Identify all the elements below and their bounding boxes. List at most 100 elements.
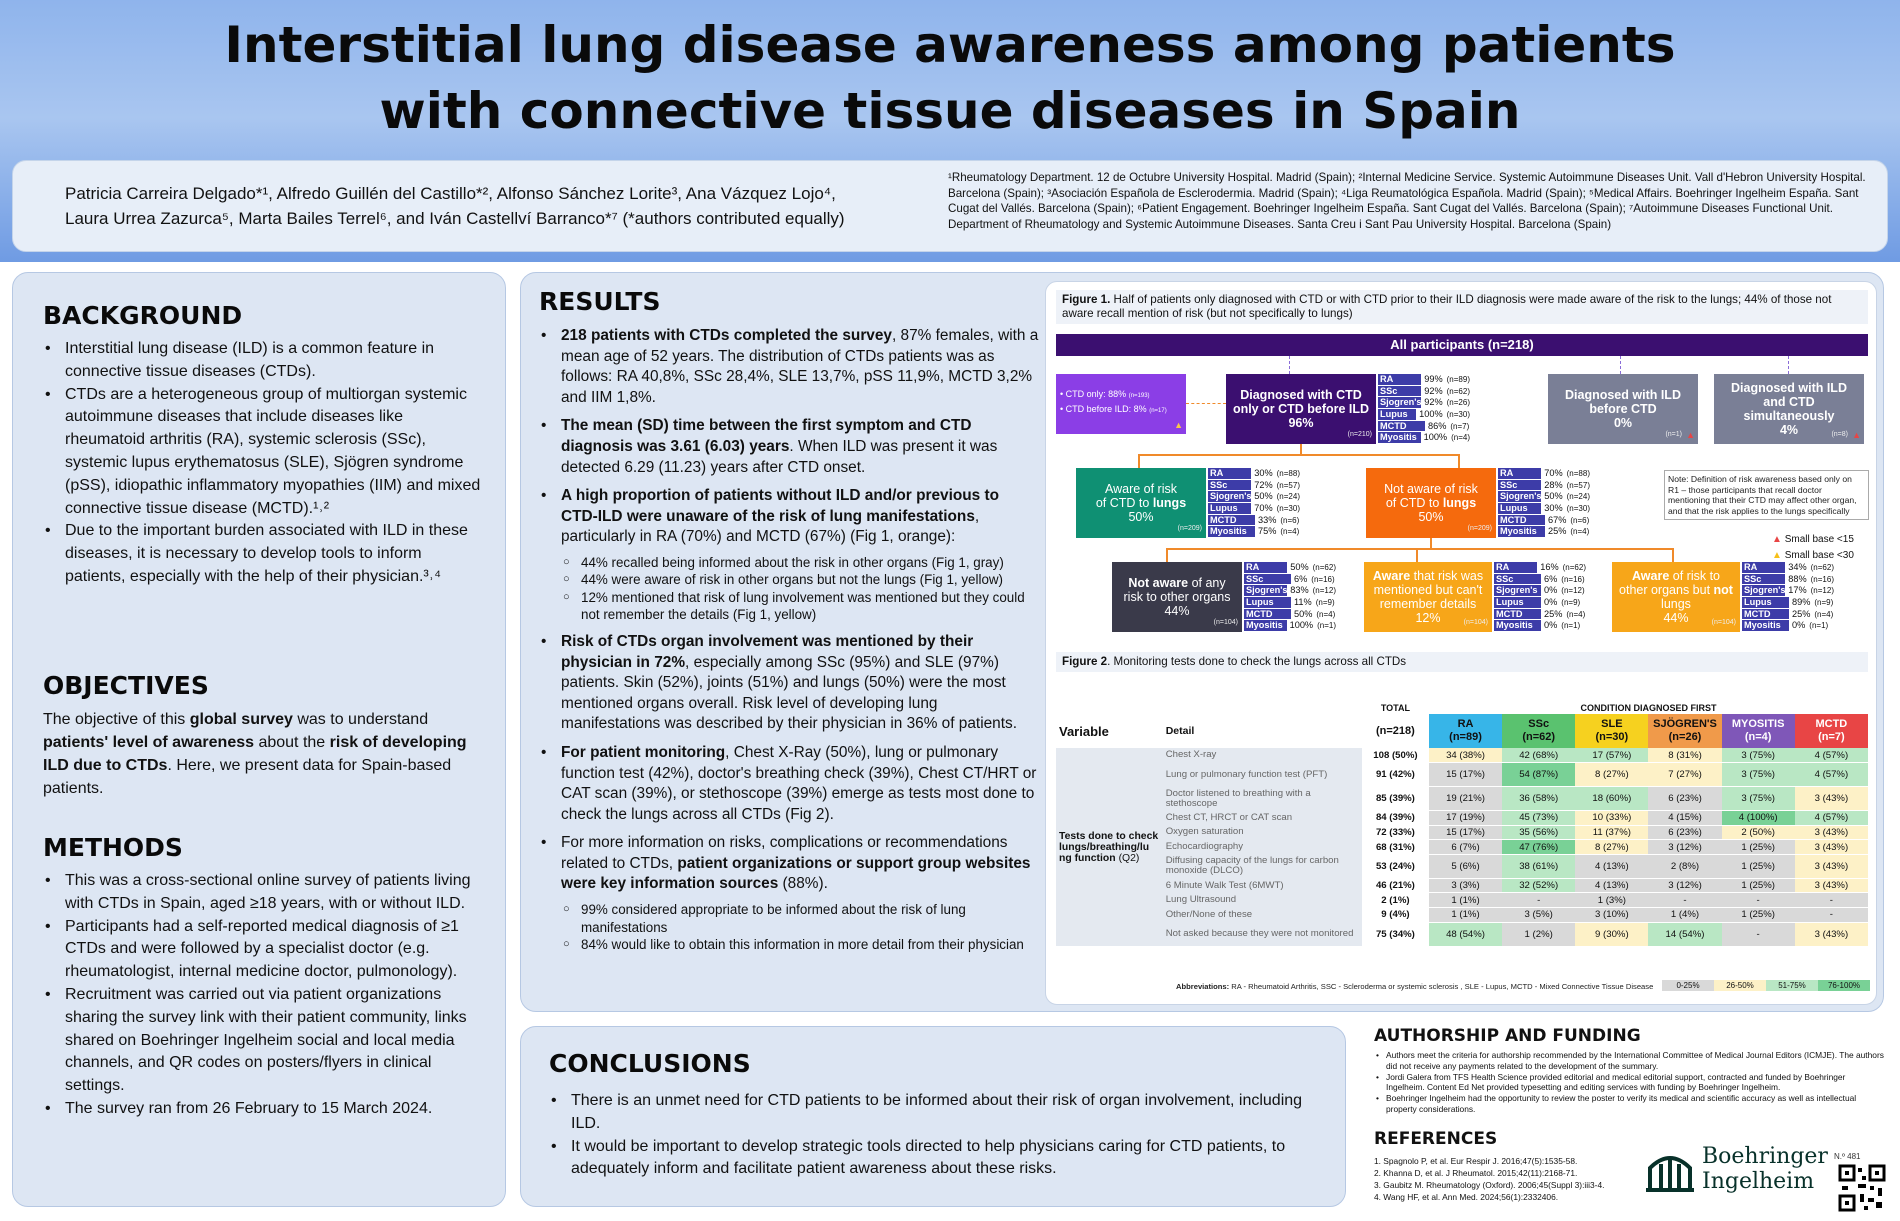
stat-pct: 86% [1428,420,1447,431]
connector [1166,548,1168,562]
r2-rest: . When ILD was present it was detected 6… [561,437,998,476]
aware-pct: 50% [1128,510,1154,524]
warning-icon: ▲ [1852,430,1861,440]
stat-label: Sjogren's [1742,585,1786,598]
value-cell: - [1502,892,1576,909]
stat-value: 99% (n=89) [1421,374,1470,386]
legend-26-50: 26-50% [1714,980,1766,991]
stat-n: (n=4) [1814,609,1834,619]
aware-lungs-box: Aware of risk of CTD to lungs 50% (n=209… [1076,468,1206,538]
stat-label: RA [1208,468,1252,480]
connector [1138,454,1140,468]
stat-pct: 92% [1424,397,1443,408]
value-cell: - [1721,922,1795,947]
stat-row: Sjogren's 0% (n=12) [1494,585,1586,598]
stat-pct: 6% [1544,573,1558,584]
dx-ctd-n: (n=210) [1347,431,1372,438]
condition-col-header: SLE (n=30) [1575,714,1649,748]
r3-bold: A high proportion of patients without IL… [561,487,1000,525]
stat-pct: 34% [1788,562,1807,572]
list-item: Boehringer Ingelheim had the opportunity… [1374,1093,1884,1115]
list-item: It would be important to develop strateg… [549,1136,1329,1182]
stat-n: (n=4) [1570,527,1590,537]
legend-yellow-label: Small base <30 [1784,550,1854,561]
stat-pct: 99% [1424,374,1443,384]
list-item: 84% would like to obtain this informatio… [561,936,1039,954]
condition-name: MYOSITIS [1731,718,1785,730]
shading-legend: 0-25% 26-50% 51-75% 76-100% [1662,980,1870,991]
dx-ctd-l1: Diagnosed with CTD [1240,388,1362,402]
risk-note: Note: Definition of risk awareness based… [1664,470,1869,520]
variable-question: (Q2) [1118,852,1140,864]
stat-row: Lupus 100% (n=30) [1378,409,1470,421]
authors: Patricia Carreira Delgado*¹, Alfredo Gui… [65,181,915,231]
stat-value: 30% (n=30) [1541,503,1590,515]
background-heading: BACKGROUND [43,301,243,330]
total-n: (n=218) [1376,725,1415,737]
value-cell: 4 (13%) [1575,878,1649,894]
stat-n: (n=57) [1276,480,1300,490]
figure1-caption: Figure 1. Half of patients only diagnose… [1056,290,1868,324]
value-cell: 3 (75%) [1721,748,1795,764]
list-item: 1. Spagnolo P, et al. Eur Respir J. 2016… [1374,1155,1578,1166]
stat-label: SSc [1494,573,1541,586]
list-item: For patient monitoring, Chest X-Ray (50%… [539,743,1039,825]
value-cell: 1 (3%) [1575,892,1649,909]
stat-n: (n=7) [1450,421,1470,431]
detail-cell: Echocardiography [1165,841,1244,853]
table-row: Chest CT, HRCT or CAT scan 84 (39%) 17 (19… [1056,810,1868,826]
abbr-bold: Abbreviations: [1176,982,1230,991]
table-row: Lung Ultrasound 2 (1%) 1 (1%) -1 (3%) - - - [1056,892,1868,909]
value-cell: 3 (43%) [1794,922,1868,947]
stat-pct: 72% [1254,479,1273,490]
objectives-t2: global survey [189,711,293,728]
objectives-text: The objective of this global survey was … [43,708,485,800]
value-cell: 3 (3%) [1428,878,1503,894]
title-line-1: Interstitial lung disease awareness amon… [224,16,1676,74]
objectives-t5: about the [254,734,330,751]
abbreviations: Abbreviations: RA - Rheumatoid Arthritis… [1176,982,1653,991]
list-item: 218 patients with CTDs completed the sur… [539,326,1039,408]
stat-pct: 75% [1258,526,1277,537]
stat-label: Lupus [1208,503,1252,515]
stat-row: Myositis 25% (n=4) [1498,526,1590,539]
condition-n: (n=30) [1595,731,1629,743]
stat-n: (n=1) [1809,621,1829,631]
r4-rest: , especially among SSc (95%) and SLE (97… [561,653,1017,733]
value-cell: 3 (43%) [1794,839,1868,855]
stat-n: (n=16) [1810,574,1834,584]
dx-sim-l1: Diagnosed with ILD [1731,381,1847,395]
list-item: 99% considered appropriate to be informe… [561,901,1039,936]
cant-l1b: that risk was [1410,569,1484,583]
stat-row: Sjogren's 92% (n=26) [1378,397,1470,410]
stat-pct: 70% [1544,468,1563,478]
dx-ctd-pct: 96% [1288,416,1314,430]
r2-bold: The mean (SD) time between the first sym… [561,417,972,455]
stat-label: Myositis [1742,620,1789,633]
stat-row: Lupus 70% (n=30) [1208,503,1300,515]
stat-label: Myositis [1244,620,1287,633]
poster-header: Interstitial lung disease awareness amon… [0,0,1900,262]
r1-bold: 218 patients with CTDs completed the sur… [561,327,892,344]
author-box: Patricia Carreira Delgado*¹, Alfredo Gui… [12,160,1888,252]
stat-n: (n=16) [1561,574,1585,584]
results-list: 218 patients with CTDs completed the sur… [539,326,1039,954]
monitoring-table: TOTAL CONDITION DIAGNOSED FIRST Variable… [1056,702,1868,947]
detail-cell: Not asked because they were not monitore… [1165,928,1354,940]
qr-code-icon[interactable] [1838,1164,1886,1212]
condition-n: (n=4) [1744,731,1772,743]
stat-value: 28% (n=57) [1541,480,1590,492]
stat-value: 75% (n=4) [1255,526,1300,538]
figure2-caption: Figure 2. Monitoring tests done to check… [1056,652,1868,672]
dx-ild-pct: 0% [1613,416,1633,430]
other-l2b: not [1713,583,1733,597]
stat-value: 33% (n=6) [1255,515,1300,527]
stat-pct: 70% [1254,503,1273,514]
stat-label: SSc [1378,385,1422,398]
notany-n: (n=104) [1213,619,1238,626]
value-cell: 7 (27%) [1648,762,1722,788]
notaware-l1: Not aware of risk [1384,482,1478,496]
stat-n: (n=24) [1566,492,1590,502]
value-cell: 18 (60%) [1575,786,1649,812]
logo-line-2: Ingelheim [1702,1169,1815,1194]
